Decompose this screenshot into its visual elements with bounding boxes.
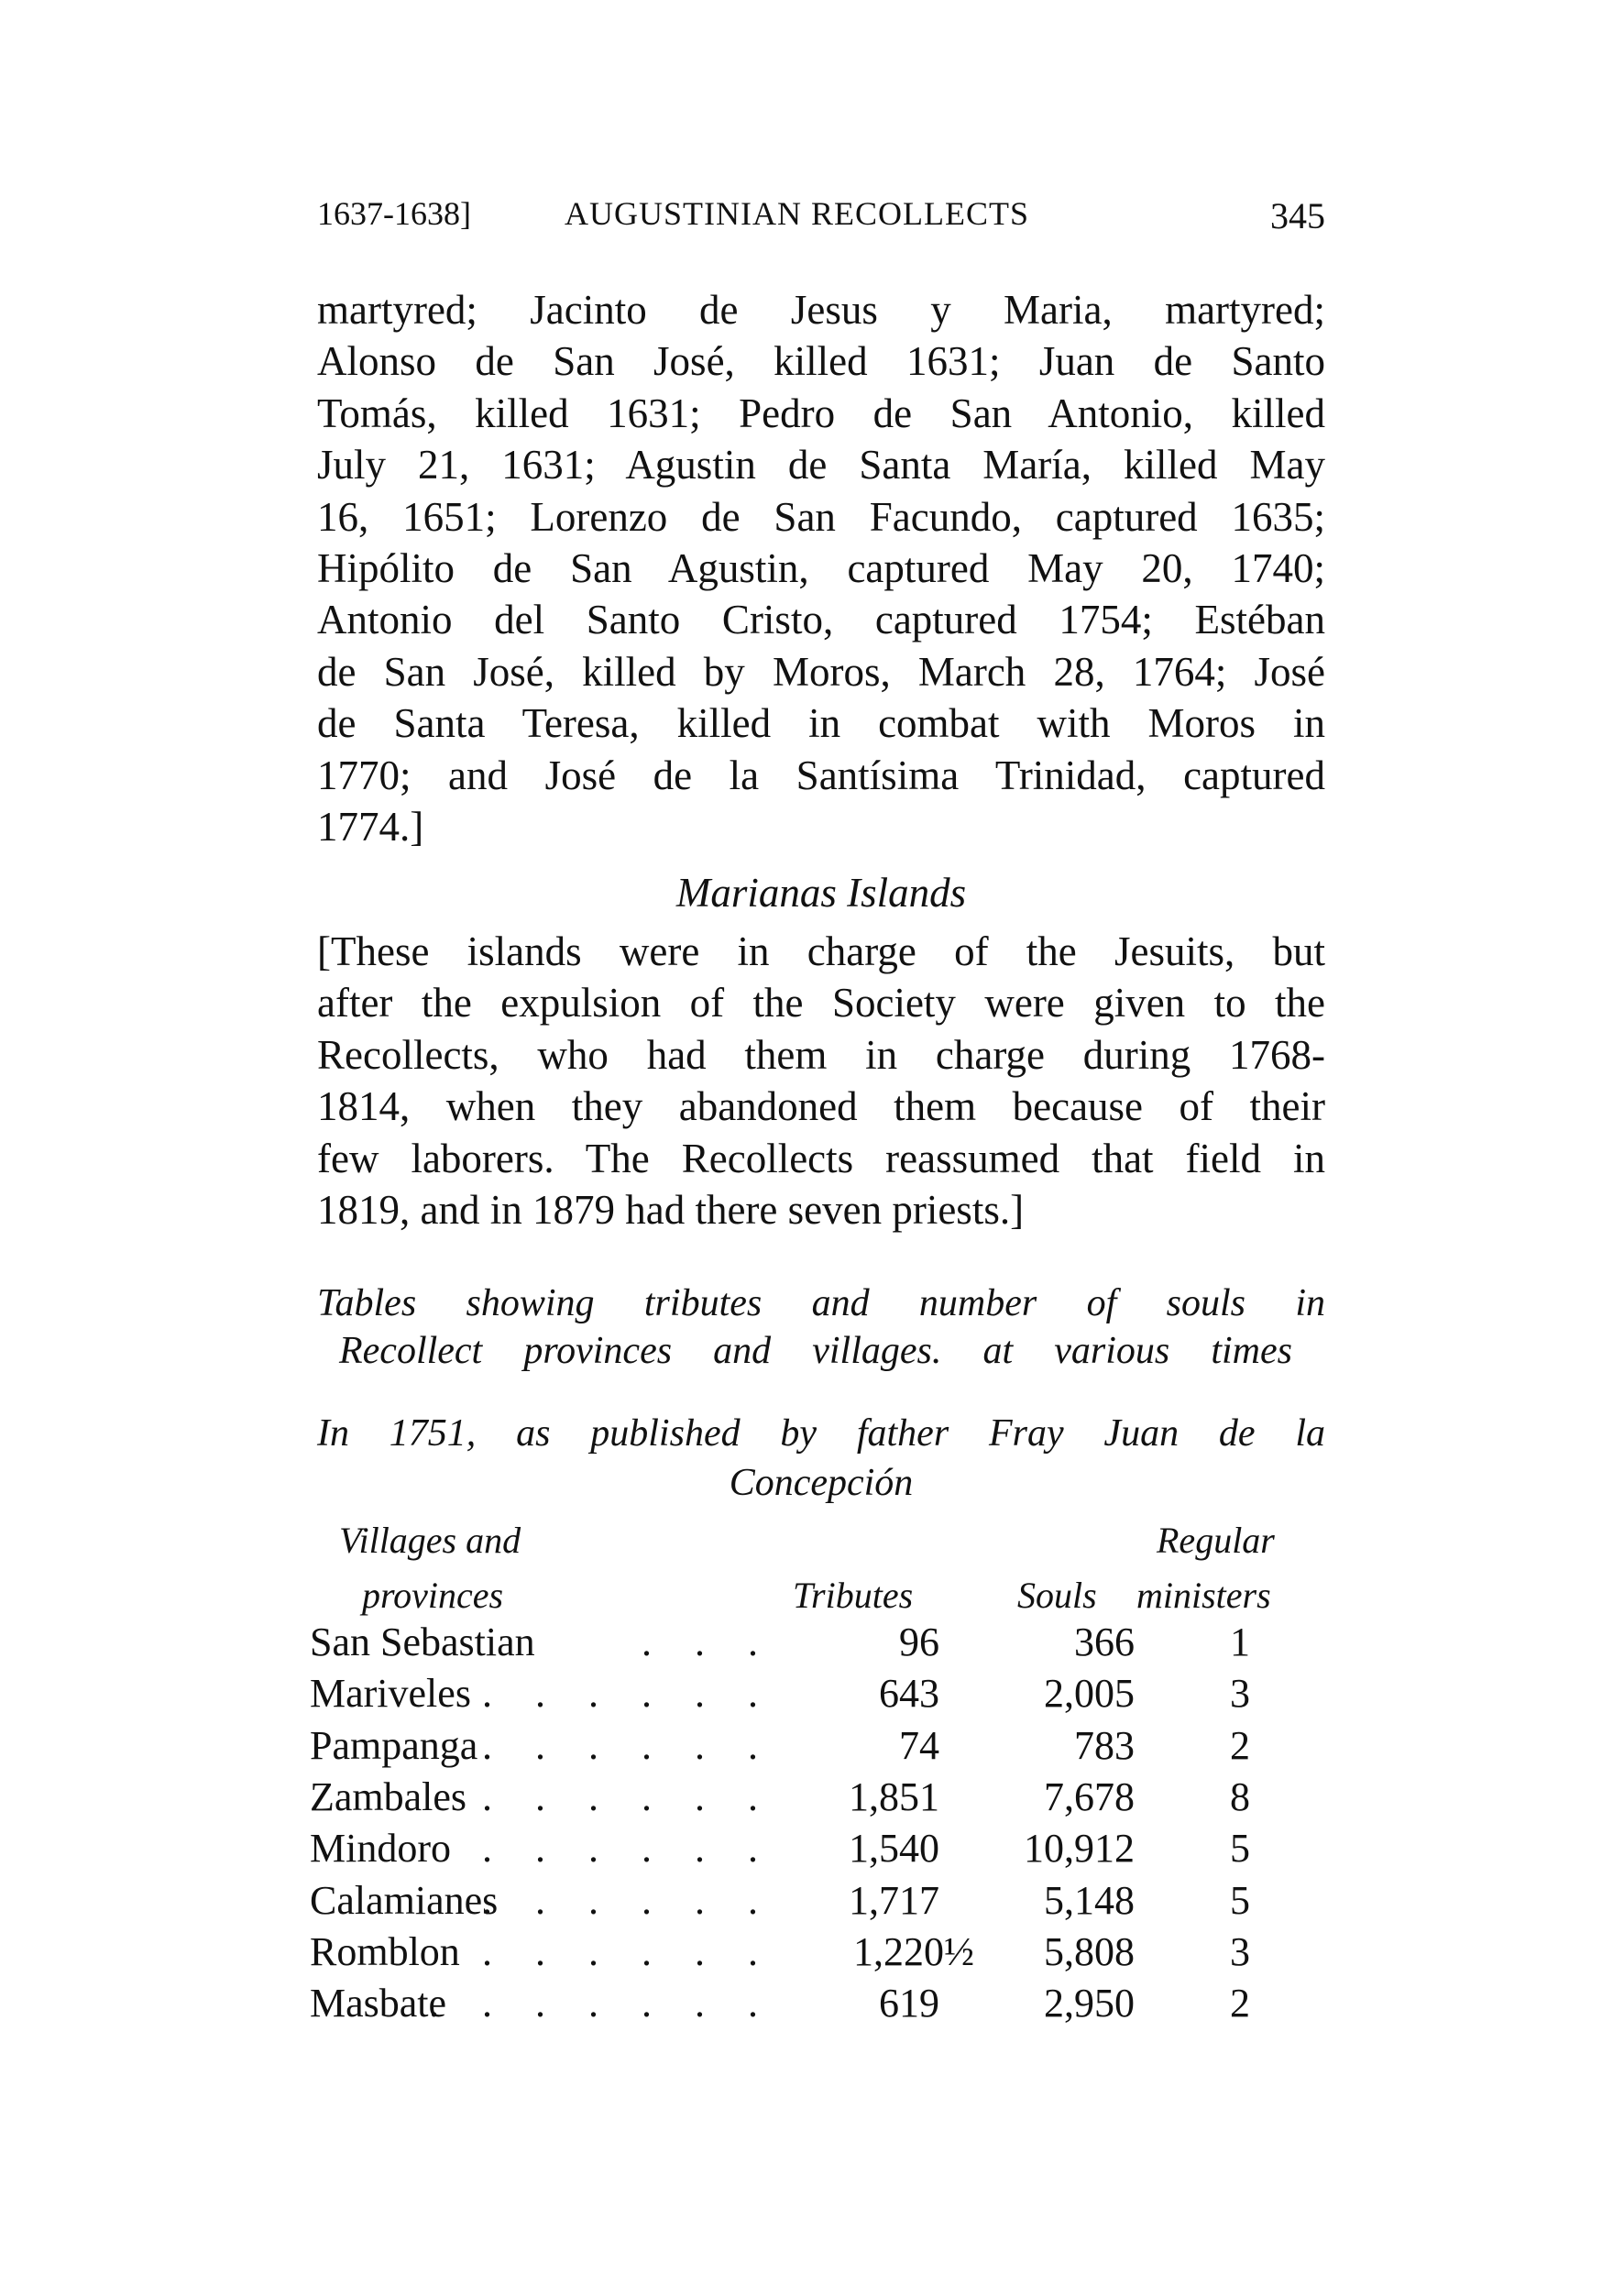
body-line: Hipólito de San Agustin, captured May 20…	[317, 545, 1325, 591]
body-line: 16, 1651; Lorenzo de San Facundo, captur…	[317, 493, 1325, 540]
header-title: AUGUSTINIAN RECOLLECTS	[565, 195, 1029, 232]
souls-cell: 366	[1074, 1620, 1135, 1664]
village-name: Mindoro	[310, 1826, 451, 1872]
ministers-cell: 2	[1230, 1722, 1250, 1768]
ministers-cell: 5	[1230, 1826, 1250, 1872]
souls-cell: 7,678	[1044, 1773, 1135, 1819]
tributes-cell: 1,717	[849, 1877, 939, 1923]
leader-dots: . . .	[642, 1620, 774, 1664]
table-subcaption-line-1: In 1751, as published by father Fray Jua…	[317, 1412, 1325, 1455]
table-subcaption-line-2: Concepción	[729, 1462, 914, 1504]
village-name: Mariveles	[310, 1671, 471, 1717]
tributes-cell: 619	[879, 1981, 939, 2026]
paragraph-line: 1814, when they abandoned them because o…	[317, 1083, 1325, 1130]
body-line: July 21, 1631; Agustin de Santa María, k…	[317, 442, 1325, 489]
col-header-ministers-2: ministers	[1136, 1575, 1271, 1616]
paragraph-line: Recollects, who had them in charge durin…	[317, 1031, 1325, 1078]
village-name: Masbate	[310, 1981, 447, 2026]
leader-dots: . . . . . . .	[429, 1981, 774, 2026]
paragraph-line: [These islands were in charge of the Jes…	[317, 928, 1325, 974]
header-years: 1637-1638]	[317, 195, 471, 232]
ministers-cell: 3	[1230, 1928, 1250, 1974]
table-row: Masbate. . . . . . . 619 2,950 2	[310, 1978, 1336, 2029]
col-header-ministers-1: Regular	[1157, 1520, 1275, 1561]
tributes-cell: 1,540	[849, 1826, 939, 1872]
souls-cell: 2,950	[1044, 1981, 1135, 2026]
table-row: Mindoro . . . . . . 1,540 10,912 5	[310, 1823, 1336, 1874]
body-line: Alonso de San José, killed 1631; Juan de…	[317, 338, 1325, 385]
leader-dots: . . . . . .	[482, 1877, 774, 1923]
leader-dots: . . . . . .	[482, 1671, 774, 1717]
page-number: 345	[1270, 195, 1325, 236]
body-line: 1770; and José de la Santísima Trinidad,…	[317, 752, 1325, 798]
village-name: Calamianes	[310, 1877, 499, 1923]
table-row: Zambales . . . . . . 1,851 7,678 8	[310, 1772, 1336, 1823]
leader-dots: . . . . . .	[482, 1826, 774, 1872]
tributes-cell: 643	[879, 1671, 939, 1717]
leader-dots: . . . . . .	[482, 1928, 774, 1974]
col-header-tributes: Tributes	[793, 1575, 914, 1616]
souls-cell: 2,005	[1044, 1671, 1135, 1717]
village-name: Pampanga	[310, 1722, 478, 1768]
souls-cell: 5,148	[1044, 1877, 1135, 1923]
running-header: 1637-1638] AUGUSTINIAN RECOLLECTS 345	[317, 194, 1325, 240]
tributes-cell: 1,220½	[853, 1928, 974, 1974]
village-name: San Sebastian	[310, 1620, 535, 1664]
table-caption-line-2: Recollect provinces and villages. at var…	[339, 1330, 1292, 1372]
village-name: Zambales	[310, 1773, 467, 1819]
tributes-cell: 96	[899, 1620, 939, 1664]
souls-cell: 10,912	[1024, 1826, 1135, 1872]
ministers-cell: 5	[1230, 1877, 1250, 1923]
body-line: Antonio del Santo Cristo, captured 1754;…	[317, 597, 1325, 643]
leader-dots: . . . . . .	[482, 1722, 774, 1768]
tributes-cell: 74	[899, 1722, 939, 1768]
body-line: Tomás, killed 1631; Pedro de San Antonio…	[317, 390, 1325, 436]
body-line: de Santa Teresa, killed in combat with M…	[317, 700, 1325, 747]
body-line: de San José, killed by Moros, March 28, …	[317, 648, 1325, 695]
table-row: Mariveles. . . . . . 643 2,005 3	[310, 1668, 1336, 1719]
body-line: 1774.]	[317, 804, 424, 850]
paragraph-line: after the expulsion of the Society were …	[317, 980, 1325, 1027]
table-row: Romblon . . . . . . 1,220½ 5,808 3	[310, 1927, 1336, 1978]
souls-cell: 5,808	[1044, 1928, 1135, 1974]
tributes-cell: 1,851	[849, 1773, 939, 1819]
col-header-villages-1: Villages and	[339, 1520, 521, 1561]
table-caption-line-1: Tables showing tributes and number of so…	[317, 1282, 1325, 1324]
body-line: martyred; Jacinto de Jesus y Maria, mart…	[317, 287, 1325, 333]
paragraph-line: few laborers. The Recollects reassumed t…	[317, 1135, 1325, 1181]
table-row: San Sebastian . . . 96 366 1	[310, 1617, 1336, 1668]
ministers-cell: 1	[1230, 1620, 1250, 1664]
village-name: Romblon	[310, 1928, 460, 1974]
table-row: Calamianes. . . . . . 1,717 5,148 5	[310, 1875, 1336, 1927]
ministers-cell: 8	[1230, 1773, 1250, 1819]
table-row: Pampanga. . . . . . 74 783 2	[310, 1720, 1336, 1772]
col-header-souls: Souls	[1017, 1575, 1097, 1616]
paragraph-line: 1819, and in 1879 had there seven priest…	[317, 1187, 1025, 1233]
souls-cell: 783	[1074, 1722, 1135, 1768]
col-header-villages-2: provinces	[362, 1575, 504, 1616]
ministers-cell: 3	[1230, 1671, 1250, 1717]
section-title: Marianas Islands	[675, 870, 967, 916]
ministers-cell: 2	[1230, 1981, 1250, 2026]
leader-dots: . . . . . .	[482, 1773, 774, 1819]
